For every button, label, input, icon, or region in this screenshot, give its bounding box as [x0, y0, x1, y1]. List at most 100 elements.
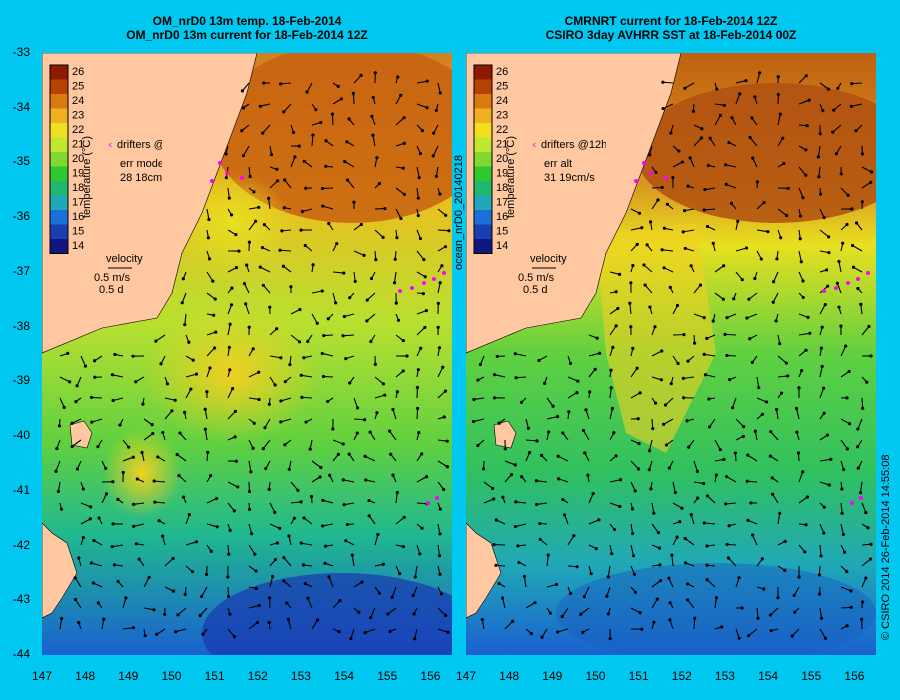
velocity-arrow-head — [241, 106, 245, 110]
velocity-arrow-head — [868, 557, 873, 561]
velocity-arrow — [683, 376, 695, 379]
velocity-arrow-head — [568, 361, 573, 365]
velocity-arrow-head — [376, 532, 380, 537]
velocity-arrow-head — [816, 155, 820, 159]
colorbar-tick-label: 16 — [72, 211, 84, 223]
velocity-arrow — [473, 397, 485, 401]
velocity-arrow-head — [612, 431, 616, 435]
velocity-arrow-head — [116, 579, 120, 584]
velocity-arrow — [301, 374, 313, 378]
velocity-arrow — [227, 410, 236, 420]
velocity-arrow-head — [102, 617, 106, 621]
velocity-arrow-head — [373, 71, 377, 75]
velocity-arrow-head — [231, 386, 235, 391]
velocity-arrow-head — [425, 79, 429, 83]
velocity-arrow-head — [497, 581, 501, 586]
velocity-arrow-head — [844, 344, 848, 348]
velocity-arrow — [262, 124, 271, 134]
velocity-arrow — [838, 261, 842, 273]
velocity-arrow — [861, 397, 864, 409]
velocity-arrow — [752, 157, 758, 168]
colorbar-tick-label: 21 — [72, 139, 84, 151]
velocity-arrow-head — [860, 152, 865, 156]
velocity-arrow-head — [845, 624, 849, 628]
velocity-arrow-head — [648, 153, 652, 157]
lat-tick-label: -42 — [12, 537, 30, 552]
left-title-line2: OM_nrD0 13m current for 18-Feb-2014 12Z — [126, 28, 368, 42]
velocity-arrow — [609, 479, 621, 483]
velocity-arrow-head — [673, 490, 677, 495]
velocity-arrow — [704, 187, 716, 191]
velocity-arrow-head — [740, 277, 744, 282]
velocity-arrow-head — [436, 325, 440, 329]
velocity-arrow — [693, 481, 704, 485]
velocity-arrow-head — [526, 426, 531, 430]
velocity-arrow — [437, 628, 449, 633]
velocity-arrow — [795, 408, 800, 420]
velocity-arrow-head — [705, 224, 710, 229]
velocity-arrow-head — [849, 589, 853, 593]
velocity-arrow — [71, 418, 82, 424]
velocity-arrow — [853, 266, 863, 273]
velocity-arrow-head — [839, 324, 843, 328]
colorbar-tick-label: 18 — [72, 182, 84, 194]
velocity-arrow-head — [513, 352, 517, 356]
velocity-arrow-head — [839, 172, 843, 176]
velocity-arrow-head — [327, 575, 331, 579]
velocity-arrow — [651, 502, 655, 514]
velocity-arrow — [243, 145, 250, 156]
velocity-arrow — [607, 565, 611, 577]
velocity-arrow-head — [804, 523, 808, 527]
velocity-arrow-head — [610, 552, 614, 556]
velocity-arrow — [416, 502, 428, 505]
velocity-arrow — [227, 628, 235, 637]
velocity-arrow-head — [252, 421, 256, 425]
velocity-arrow-head — [438, 572, 442, 576]
lon-tick-label: 155 — [377, 669, 398, 683]
lon-tick-label: 150 — [161, 669, 182, 683]
velocity-arrow-head — [89, 505, 93, 509]
velocity-arrow-head — [323, 544, 328, 548]
velocity-arrow-head — [418, 552, 422, 556]
velocity-arrow — [818, 166, 821, 177]
velocity-arrow-head — [667, 576, 671, 580]
velocity-arrow-head — [481, 467, 486, 471]
colorbar-tick-label: 14 — [496, 240, 508, 252]
velocity-arrow-head — [847, 422, 852, 426]
velocity-arrow-head — [864, 576, 868, 580]
velocity-arrow-head — [747, 297, 751, 301]
velocity-arrow-head — [727, 524, 731, 528]
velocity-arrow-head — [835, 281, 839, 285]
velocity-arrow — [726, 476, 737, 483]
velocity-arrow-head — [437, 554, 442, 558]
velocity-arrow-head — [275, 179, 280, 183]
drifter-marker — [822, 289, 826, 293]
velocity-arrow-head — [645, 243, 649, 247]
velocity-arrow-head — [648, 220, 653, 224]
velocity-arrow — [819, 82, 829, 90]
velocity-arrow — [74, 577, 82, 588]
velocity-arrow-head — [445, 439, 449, 443]
velocity-arrow-head — [722, 264, 726, 268]
velocity-arrow-head — [500, 596, 505, 600]
velocity-arrow-head — [364, 478, 368, 482]
velocity-arrow-head — [342, 503, 346, 507]
velocity-arrow-head — [323, 561, 327, 565]
velocity-arrow-head — [722, 457, 726, 462]
colorbar-swatch — [474, 181, 492, 196]
drifter-marker — [834, 286, 838, 290]
velocity-arrow — [840, 418, 850, 425]
velocity-arrow-head — [446, 630, 450, 634]
velocity-arrow-head — [161, 430, 165, 435]
lat-tick-label: -37 — [12, 263, 30, 278]
velocity-arrow-head — [204, 572, 209, 576]
velocity-arrow-head — [73, 576, 77, 580]
velocity-arrow-head — [416, 368, 420, 372]
velocity-arrow-head — [804, 148, 808, 152]
velocity-arrow — [156, 628, 166, 635]
velocity-arrow-head — [213, 297, 217, 301]
velocity-arrow-head — [170, 409, 174, 413]
velocity-arrow-head — [369, 616, 373, 620]
velocity-arrow-head — [320, 289, 324, 293]
velocity-arrow-head — [326, 399, 330, 404]
